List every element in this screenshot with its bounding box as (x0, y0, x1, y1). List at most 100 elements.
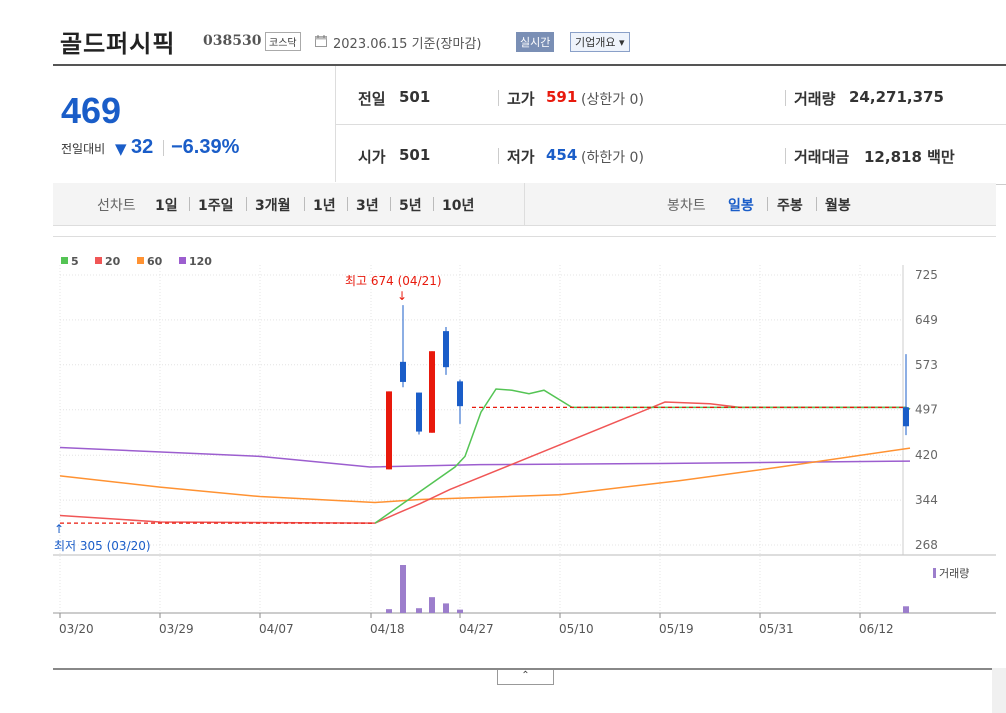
calendar-icon (315, 35, 327, 47)
volume-bar (429, 597, 435, 613)
y-tick-label: 649 (915, 313, 938, 327)
tab-1week[interactable]: 1주일 (198, 198, 234, 214)
ma60-line (59, 447, 911, 504)
high-annotation: 최고 674 (04/21) (345, 274, 442, 288)
legend-label: 120 (189, 255, 212, 268)
candle-body (429, 351, 435, 433)
current-price-box: 469 전일대비 ▼ 32 −6.39% (53, 66, 336, 182)
tab-1year[interactable]: 1년 (313, 198, 336, 214)
divider (304, 197, 305, 211)
change-rate: −6.39% (171, 136, 240, 158)
x-tick-label: 03/29 (159, 622, 194, 636)
divider (189, 197, 190, 211)
divider (524, 183, 525, 225)
company-code: 038530 (203, 33, 262, 49)
x-tick-label: 04/18 (370, 622, 405, 636)
volume-value: 24,271,375 (849, 88, 944, 106)
chart-type-tabs: 선차트 1일 1주일 3개월 1년 3년 5년 10년 봉차트 일봉 주봉 월봉 (53, 183, 996, 226)
divider (336, 124, 1006, 125)
lower-limit-count: (하한가 0) (581, 150, 644, 166)
volume-bar (400, 565, 406, 613)
tab-3years[interactable]: 3년 (356, 198, 379, 214)
legend-label: 20 (105, 255, 121, 268)
prev-close-label: 전일 (358, 90, 386, 108)
tab-daily-candle[interactable]: 일봉 (728, 198, 754, 214)
x-tick-label: 05/31 (759, 622, 794, 636)
candlestick-chart[interactable]: 725 649 573 497 420 344 268 03/20 03/29 04/07 04/… (53, 237, 996, 668)
x-tick-label: 05/19 (659, 622, 694, 636)
tab-10years[interactable]: 10년 (442, 198, 475, 214)
chart-grid (53, 265, 996, 613)
company-overview-button[interactable]: 기업개요 ▾ (570, 32, 630, 52)
amount-label: 거래대금 (794, 148, 850, 166)
divider (246, 197, 247, 211)
candle-chart-label: 봉차트 (667, 198, 706, 214)
ma5-line (374, 388, 911, 524)
volume-bar (416, 608, 422, 613)
change-label: 전일대비 (61, 142, 106, 156)
up-arrow-icon: ↑ (54, 522, 64, 536)
tab-5years[interactable]: 5년 (399, 198, 422, 214)
volume-legend-label: 거래량 (939, 567, 969, 580)
x-tick-label: 04/07 (259, 622, 294, 636)
volume-bar (443, 603, 449, 613)
legend-swatch (137, 257, 144, 264)
divider (390, 197, 391, 211)
amount-value: 12,818 백만 (864, 148, 955, 166)
market-badge: 코스닥 (265, 32, 301, 51)
candle-body (386, 391, 392, 470)
high-value: 591 (546, 88, 578, 106)
down-arrow-icon: ▼ (115, 140, 127, 158)
candles (386, 305, 909, 470)
tab-1day[interactable]: 1일 (155, 198, 178, 214)
legend-swatch (179, 257, 186, 264)
tab-monthly-candle[interactable]: 월봉 (825, 198, 851, 214)
y-tick-label: 725 (915, 268, 938, 282)
chart-annotations: 최고 674 (04/21)↓ ↑ 최저 305 (03/20) (54, 274, 442, 553)
volume-bar (386, 609, 392, 613)
y-tick-label: 268 (915, 538, 938, 552)
y-tick-label: 573 (915, 358, 938, 372)
collapse-chart-button[interactable]: ⌃ (497, 670, 554, 685)
current-price: 469 (61, 90, 122, 131)
ma120-line (59, 446, 911, 468)
y-tick-label: 497 (915, 403, 938, 417)
scrollbar[interactable] (992, 668, 1006, 713)
volume-bar (903, 606, 909, 613)
chart-legend: 5 20 60 120 (61, 255, 212, 268)
divider (498, 90, 499, 106)
y-tick-label: 420 (915, 448, 938, 462)
change-amount: 32 (131, 136, 154, 158)
volume-legend-swatch (933, 568, 936, 578)
price-summary: 469 전일대비 ▼ 32 −6.39% 전일 501 시가 501 고가 59… (53, 64, 1006, 185)
x-tick-label: 05/10 (559, 622, 594, 636)
upper-limit-count: (상한가 0) (581, 92, 644, 108)
prev-close-value: 501 (399, 88, 431, 106)
low-label: 저가 (507, 148, 535, 166)
down-arrow-icon: ↓ (397, 289, 407, 303)
x-tick-label: 06/12 (859, 622, 894, 636)
legend-label: 60 (147, 255, 163, 268)
legend-swatch (61, 257, 68, 264)
realtime-button[interactable]: 실시간 (516, 32, 555, 52)
moving-average-lines (59, 388, 911, 524)
divider (498, 148, 499, 164)
open-label: 시가 (358, 148, 386, 166)
base-date: 2023.06.15 기준(장마감) (333, 37, 482, 52)
tab-3months[interactable]: 3개월 (255, 198, 291, 214)
x-tick-label: 04/27 (459, 622, 494, 636)
tab-weekly-candle[interactable]: 주봉 (777, 198, 803, 214)
divider (785, 90, 786, 106)
x-axis: 03/20 03/29 04/07 04/18 04/27 05/10 05/19 05/31… (53, 612, 996, 636)
y-axis: 725 649 573 497 420 344 268 (915, 268, 938, 552)
y-tick-label: 344 (915, 493, 938, 507)
low-annotation: 최저 305 (03/20) (54, 539, 151, 553)
line-chart-label: 선차트 (97, 198, 136, 214)
close-reference-lines (60, 406, 906, 524)
divider (433, 197, 434, 211)
volume-bars: 거래량 (386, 565, 969, 613)
legend-swatch (95, 257, 102, 264)
candle-body (443, 331, 449, 368)
candle-body (903, 407, 909, 427)
divider (767, 197, 768, 211)
